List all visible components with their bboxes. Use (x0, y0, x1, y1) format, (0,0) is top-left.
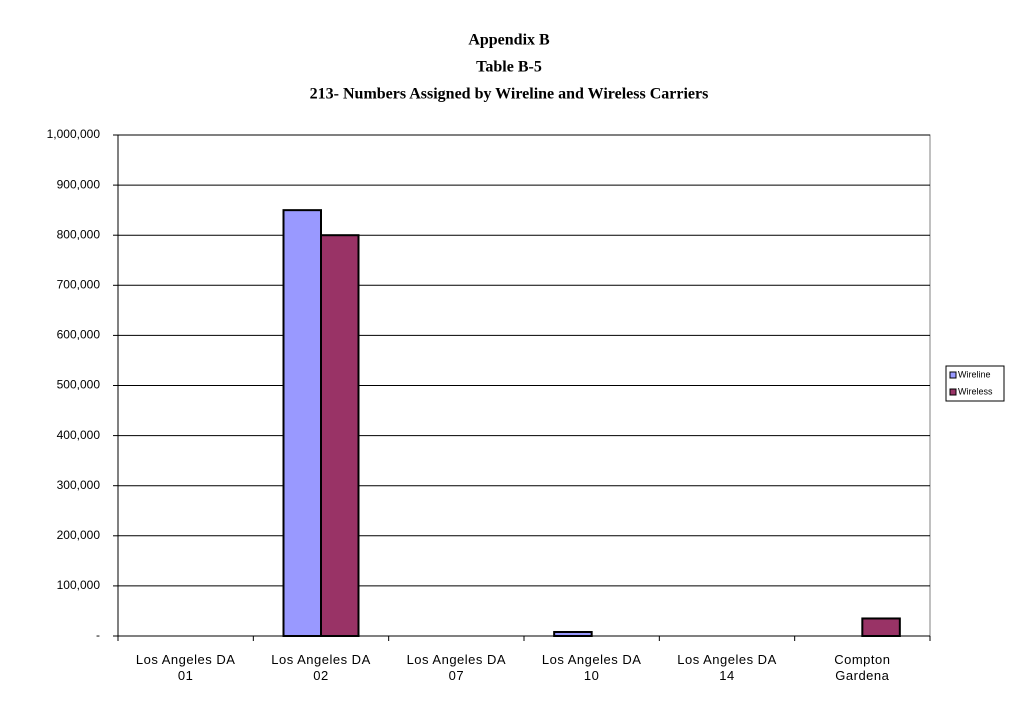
y-tick-label: 400,000 (57, 428, 101, 442)
legend-label: Wireless (958, 386, 993, 396)
y-tick-label: 600,000 (57, 328, 101, 342)
y-tick-label: 1,000,000 (47, 127, 101, 141)
bar (320, 234, 360, 637)
y-tick-label: 700,000 (57, 277, 101, 291)
y-tick-label: 800,000 (57, 227, 101, 241)
x-tick-label: Los Angeles DA 14 (677, 652, 777, 683)
y-tick-label: 100,000 (57, 578, 101, 592)
y-tick-label: 900,000 (57, 177, 101, 191)
legend-label: Wireline (958, 369, 991, 379)
y-tick-label: 500,000 (57, 378, 101, 392)
x-tick-label: Los Angeles DA 07 (406, 652, 507, 683)
x-tick-label: Los Angeles DA 02 (271, 652, 371, 683)
chart-title: 213- Numbers Assigned by Wireline and Wi… (310, 86, 709, 103)
chart-title: Appendix B (468, 32, 550, 49)
bar (861, 617, 901, 638)
y-tick-label: 200,000 (57, 528, 101, 542)
x-tick-label: Los Angeles DA 01 (135, 652, 236, 683)
legend-swatch (949, 371, 957, 379)
bar (553, 630, 593, 638)
chart-title: Table B-5 (476, 59, 542, 76)
y-tick-label: - (96, 628, 100, 642)
x-tick-label: Compton Gardena (834, 652, 891, 683)
y-tick-label: 300,000 (57, 478, 101, 492)
legend-swatch (949, 388, 957, 396)
x-tick-label: Los Angeles DA 10 (541, 652, 642, 683)
bar (282, 209, 322, 637)
